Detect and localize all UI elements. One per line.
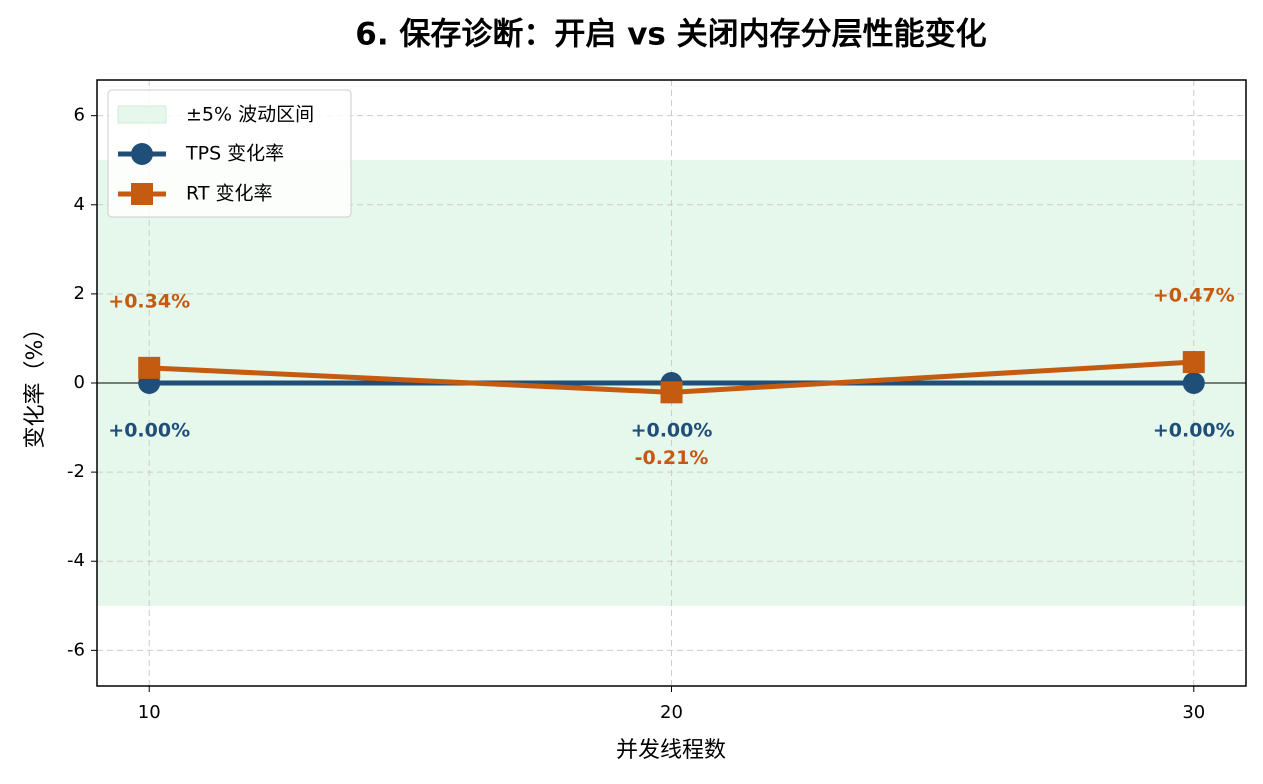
- y-tick-label: -2: [67, 461, 85, 482]
- legend-label: RT 变化率: [186, 183, 272, 205]
- y-tick-label: 2: [74, 283, 85, 304]
- point: [660, 381, 683, 404]
- chart-title: 6. 保存诊断：开启 vs 关闭内存分层性能变化: [355, 17, 986, 53]
- legend-swatch: [117, 105, 167, 124]
- data-label: +0.47%: [1153, 285, 1235, 307]
- y-tick-label: -4: [67, 550, 85, 571]
- y-tick-label: 4: [74, 194, 85, 215]
- point: [1182, 372, 1205, 394]
- y-axis-label: 变化率（%）: [23, 318, 48, 449]
- point: [1182, 351, 1205, 374]
- legend-marker: [131, 143, 153, 165]
- point: [138, 356, 161, 379]
- data-label: -0.21%: [635, 447, 709, 469]
- x-tick-label: 30: [1182, 702, 1205, 723]
- legend: ±5% 波动区间 TPS 变化率 RT 变化率: [107, 89, 352, 218]
- data-label: +0.00%: [1153, 420, 1235, 442]
- data-label: +0.00%: [631, 420, 713, 442]
- legend-label: ±5% 波动区间: [186, 104, 314, 126]
- x-axis-label: 并发线程数: [616, 738, 726, 763]
- x-tick-label: 20: [660, 702, 683, 723]
- y-tick-label: 6: [74, 105, 85, 126]
- y-tick-label: 0: [74, 372, 85, 393]
- x-tick-label: 10: [138, 702, 161, 723]
- plot-frame: [96, 79, 1247, 687]
- data-label: +0.00%: [108, 420, 190, 442]
- y-tick-label: -6: [67, 639, 85, 660]
- legend-marker: [131, 183, 153, 205]
- legend-label: TPS 变化率: [185, 143, 284, 165]
- legend-box: [107, 89, 352, 218]
- data-label: +0.34%: [108, 290, 190, 312]
